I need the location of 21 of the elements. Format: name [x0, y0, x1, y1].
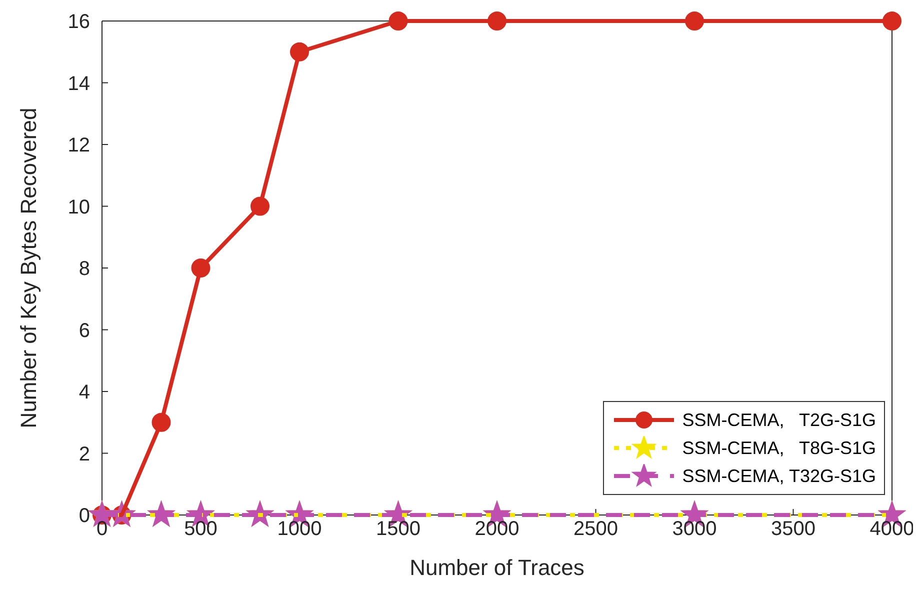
legend-label: SSM-CEMA, T8G-S1G	[682, 438, 876, 458]
x-tick-label: 0	[96, 518, 108, 540]
x-tick-label: 3500	[771, 518, 816, 540]
x-tick-label: 1500	[376, 518, 420, 540]
y-tick-label: 14	[68, 72, 90, 95]
y-tick-label: 2	[78, 443, 90, 466]
y-tick-label: 12	[68, 134, 90, 157]
y-tick-label: 4	[78, 382, 90, 404]
x-tick-label: 2500	[574, 518, 618, 540]
y-tick-label: 6	[78, 320, 90, 342]
x-tick-label: 1000	[277, 518, 322, 540]
y-tick-label: 8	[78, 258, 90, 280]
x-tick-label: 3000	[672, 518, 717, 540]
y-tick-label: 16	[68, 11, 90, 34]
x-tick-label: 500	[184, 518, 218, 540]
legend-label: SSM-CEMA, T2G-S1G	[682, 410, 876, 430]
y-tick-label: 10	[68, 196, 90, 218]
legend-label: SSM-CEMA, T32G-S1G	[682, 466, 876, 486]
x-axis-title: Number of Traces	[410, 555, 584, 580]
x-tick-label: 2000	[474, 518, 520, 540]
y-axis-title: Number of Key Bytes Recovered	[16, 108, 41, 428]
